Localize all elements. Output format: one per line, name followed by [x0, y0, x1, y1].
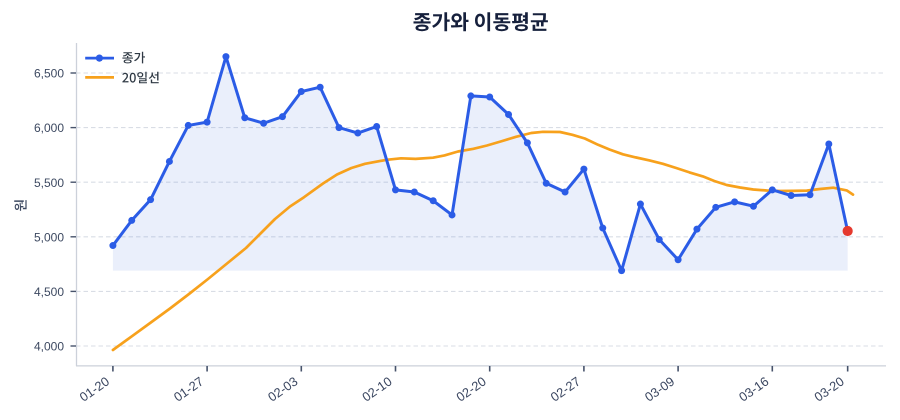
svg-text:4,500: 4,500 — [34, 285, 64, 299]
svg-text:4,000: 4,000 — [34, 340, 64, 354]
svg-text:6,500: 6,500 — [34, 67, 64, 81]
svg-text:5,000: 5,000 — [34, 230, 64, 244]
svg-text:6,000: 6,000 — [34, 121, 64, 135]
svg-text:5,500: 5,500 — [34, 176, 64, 190]
